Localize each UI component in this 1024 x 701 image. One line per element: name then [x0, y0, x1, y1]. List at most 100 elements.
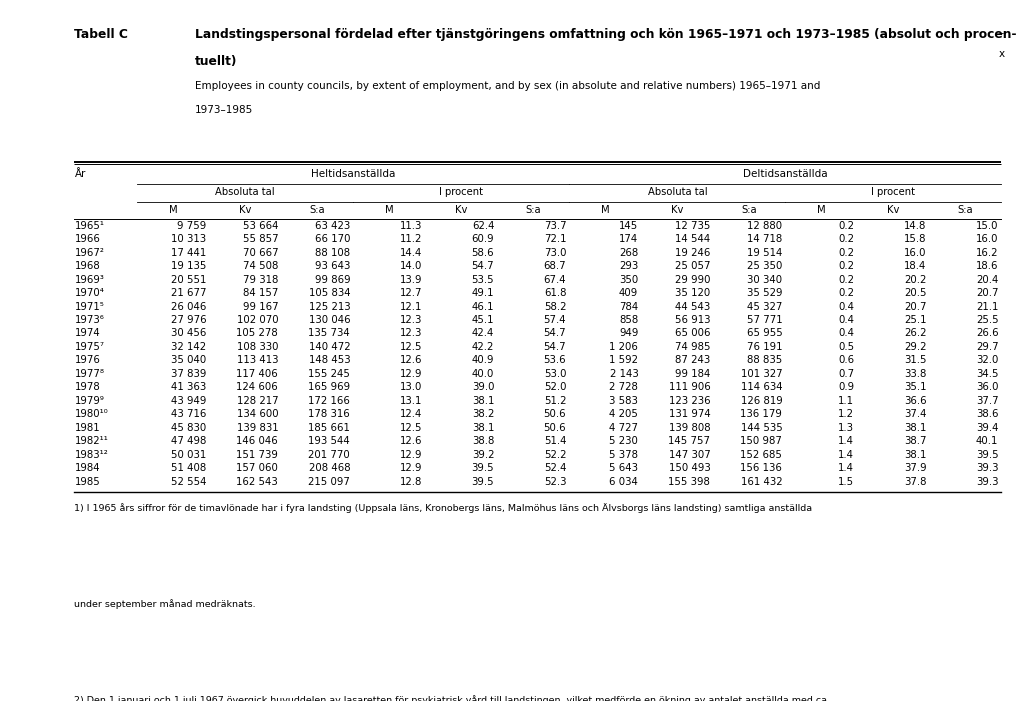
- Text: 73.0: 73.0: [544, 247, 566, 258]
- Text: 39.3: 39.3: [976, 477, 998, 486]
- Text: 26 046: 26 046: [171, 301, 206, 311]
- Text: 114 634: 114 634: [740, 382, 782, 393]
- Text: Kv: Kv: [239, 205, 252, 215]
- Text: 6 034: 6 034: [609, 477, 638, 486]
- Text: 0.2: 0.2: [839, 234, 854, 244]
- Text: 19 514: 19 514: [746, 247, 782, 258]
- Text: 13.0: 13.0: [399, 382, 422, 393]
- Text: 1) I 1965 års siffror för de timavlönade har i fyra landsting (Uppsala läns, Kro: 1) I 1965 års siffror för de timavlönade…: [74, 503, 812, 513]
- Text: 1.1: 1.1: [839, 396, 854, 406]
- Text: 155 398: 155 398: [669, 477, 711, 486]
- Text: 1.2: 1.2: [839, 409, 854, 419]
- Text: 12 880: 12 880: [748, 221, 782, 231]
- Text: 39.5: 39.5: [472, 477, 495, 486]
- Text: 38.2: 38.2: [472, 409, 495, 419]
- Text: 35 529: 35 529: [746, 288, 782, 298]
- Text: x: x: [998, 49, 1005, 59]
- Text: 11.2: 11.2: [399, 234, 422, 244]
- Text: 25 350: 25 350: [746, 261, 782, 271]
- Text: Kv: Kv: [671, 205, 684, 215]
- Text: 174: 174: [620, 234, 638, 244]
- Text: 113 413: 113 413: [237, 355, 279, 365]
- Text: 62.4: 62.4: [472, 221, 495, 231]
- Text: 1973–1985: 1973–1985: [195, 105, 253, 115]
- Text: 1983¹²: 1983¹²: [75, 449, 109, 460]
- Text: 65 006: 65 006: [675, 329, 711, 339]
- Text: 25.5: 25.5: [976, 315, 998, 325]
- Text: 35 040: 35 040: [171, 355, 206, 365]
- Text: 40.0: 40.0: [472, 369, 495, 379]
- Text: 949: 949: [618, 329, 638, 339]
- Text: 66 170: 66 170: [314, 234, 350, 244]
- Text: 151 739: 151 739: [237, 449, 279, 460]
- Text: 52 554: 52 554: [171, 477, 206, 486]
- Text: 16.0: 16.0: [976, 234, 998, 244]
- Text: 36.0: 36.0: [976, 382, 998, 393]
- Text: 155 245: 155 245: [308, 369, 350, 379]
- Text: 51 408: 51 408: [171, 463, 206, 473]
- Text: 58.2: 58.2: [544, 301, 566, 311]
- Text: 1971⁵: 1971⁵: [75, 301, 104, 311]
- Text: 57.4: 57.4: [544, 315, 566, 325]
- Text: 73.7: 73.7: [544, 221, 566, 231]
- Text: 1984: 1984: [75, 463, 100, 473]
- Text: 1977⁸: 1977⁸: [75, 369, 104, 379]
- Text: 140 472: 140 472: [308, 342, 350, 352]
- Text: 0.4: 0.4: [839, 315, 854, 325]
- Text: 152 685: 152 685: [740, 449, 782, 460]
- Text: 156 136: 156 136: [740, 463, 782, 473]
- Text: 21.1: 21.1: [976, 301, 998, 311]
- Text: 0.2: 0.2: [839, 275, 854, 285]
- Text: 37.4: 37.4: [904, 409, 927, 419]
- Text: 14 718: 14 718: [748, 234, 782, 244]
- Text: 47 498: 47 498: [171, 436, 206, 446]
- Text: 37.8: 37.8: [904, 477, 927, 486]
- Text: 52.0: 52.0: [544, 382, 566, 393]
- Text: 12 735: 12 735: [675, 221, 711, 231]
- Text: S:a: S:a: [525, 205, 541, 215]
- Text: 10 313: 10 313: [171, 234, 206, 244]
- Text: 45.1: 45.1: [472, 315, 495, 325]
- Text: 20.4: 20.4: [976, 275, 998, 285]
- Text: 50.6: 50.6: [544, 423, 566, 433]
- Text: 39.3: 39.3: [976, 463, 998, 473]
- Text: 150 987: 150 987: [740, 436, 782, 446]
- Text: 0.4: 0.4: [839, 301, 854, 311]
- Text: Kv: Kv: [455, 205, 468, 215]
- Text: 101 327: 101 327: [740, 369, 782, 379]
- Text: 145: 145: [620, 221, 638, 231]
- Text: 12.3: 12.3: [399, 315, 422, 325]
- Text: 63 423: 63 423: [315, 221, 350, 231]
- Text: 53.6: 53.6: [544, 355, 566, 365]
- Text: 76 191: 76 191: [746, 342, 782, 352]
- Text: 12.1: 12.1: [399, 301, 422, 311]
- Text: 215 097: 215 097: [308, 477, 350, 486]
- Text: 30 456: 30 456: [171, 329, 206, 339]
- Text: 61.8: 61.8: [544, 288, 566, 298]
- Text: 93 643: 93 643: [314, 261, 350, 271]
- Text: –: –: [998, 28, 1005, 38]
- Text: 42.4: 42.4: [472, 329, 495, 339]
- Text: 4 205: 4 205: [609, 409, 638, 419]
- Text: 99 869: 99 869: [314, 275, 350, 285]
- Text: 146 046: 146 046: [237, 436, 279, 446]
- Text: Heltidsanställda: Heltidsanställda: [311, 169, 395, 179]
- Text: 37 839: 37 839: [171, 369, 206, 379]
- Text: 79 318: 79 318: [243, 275, 279, 285]
- Text: 139 808: 139 808: [669, 423, 711, 433]
- Text: 105 278: 105 278: [237, 329, 279, 339]
- Text: 1973⁶: 1973⁶: [75, 315, 104, 325]
- Text: 13.1: 13.1: [399, 396, 422, 406]
- Text: 52.4: 52.4: [544, 463, 566, 473]
- Text: 145 757: 145 757: [669, 436, 711, 446]
- Text: 1968: 1968: [75, 261, 100, 271]
- Text: 20.7: 20.7: [976, 288, 998, 298]
- Text: 0.5: 0.5: [839, 342, 854, 352]
- Text: 208 468: 208 468: [308, 463, 350, 473]
- Text: 84 157: 84 157: [243, 288, 279, 298]
- Text: 14 544: 14 544: [675, 234, 711, 244]
- Text: 38.8: 38.8: [472, 436, 495, 446]
- Text: 12.7: 12.7: [399, 288, 422, 298]
- Text: 5 230: 5 230: [609, 436, 638, 446]
- Text: 3 583: 3 583: [609, 396, 638, 406]
